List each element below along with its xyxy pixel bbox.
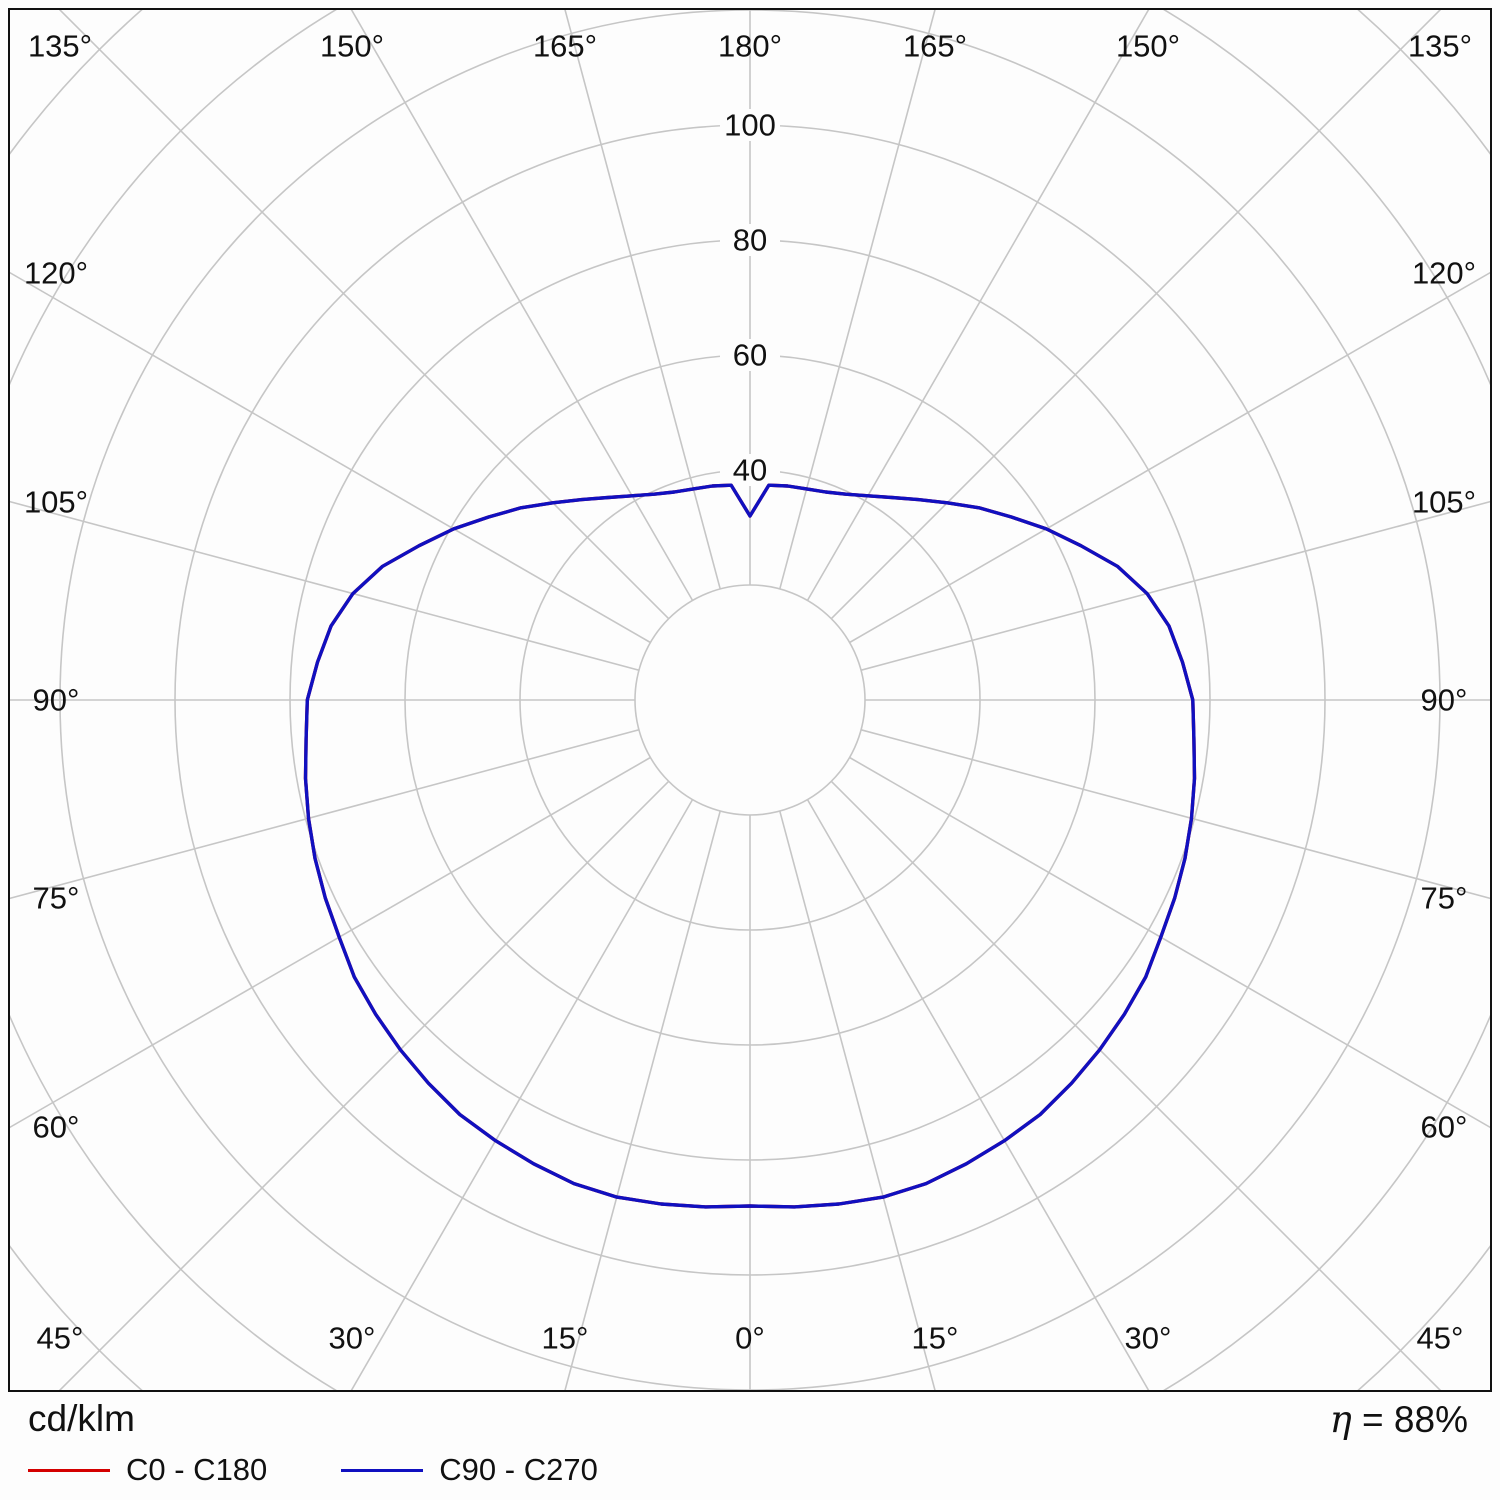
- legend-entry-c0-c180: C0 - C180: [28, 1452, 267, 1488]
- efficiency-label: η = 88%: [1330, 1398, 1468, 1441]
- grid-spoke: [779, 810, 936, 1390]
- angle-label: 15°: [542, 1321, 589, 1356]
- legend: C0 - C180 C90 - C270: [28, 1452, 672, 1488]
- grid-spoke: [350, 10, 694, 601]
- grid-spoke: [564, 810, 721, 1390]
- radial-label: 60: [733, 338, 767, 373]
- angle-label: 90°: [1421, 683, 1468, 718]
- angle-label: 165°: [903, 29, 967, 64]
- angle-label: 120°: [24, 256, 88, 291]
- grid-spoke: [830, 780, 1442, 1390]
- angle-label: 135°: [1408, 29, 1472, 64]
- angle-label: 30°: [1125, 1321, 1172, 1356]
- grid-spoke: [849, 271, 1490, 644]
- angle-label: 60°: [33, 1110, 80, 1145]
- angle-label: 90°: [33, 683, 80, 718]
- units-label-text: cd/klm: [28, 1398, 135, 1439]
- angle-label: 165°: [533, 29, 597, 64]
- grid-spoke: [350, 799, 694, 1390]
- angle-label: 15°: [912, 1321, 959, 1356]
- plot-frame: 0° 15° 15° 30° 30° 45° 45° 60° 60° 75° 75° 90° 90° 10…: [8, 8, 1492, 1392]
- legend-entry-c90-c270: C90 - C270: [341, 1452, 598, 1488]
- angle-label: 180°: [718, 29, 782, 64]
- grid-spoke: [10, 500, 640, 671]
- angle-label: 105°: [24, 485, 88, 520]
- grid-circle: [634, 584, 866, 816]
- angle-label: 75°: [33, 881, 80, 916]
- angle-label: 75°: [1421, 881, 1468, 916]
- radial-label-bg: [720, 454, 780, 486]
- grid-spoke: [564, 10, 721, 590]
- efficiency-symbol: η: [1329, 1398, 1352, 1441]
- efficiency-value: = 88%: [1362, 1399, 1468, 1440]
- grid-spoke: [58, 780, 670, 1390]
- grid-spoke: [10, 729, 640, 900]
- radial-label-bg: [720, 224, 780, 256]
- grid-spoke: [849, 756, 1490, 1129]
- grid-spoke: [806, 10, 1150, 601]
- polar-plot: 0° 15° 15° 30° 30° 45° 45° 60° 60° 75° 75° 90° 90° 10…: [10, 10, 1490, 1390]
- angle-label: 150°: [1116, 29, 1180, 64]
- radial-label-bg: [720, 339, 780, 371]
- grid-spoke: [10, 756, 651, 1129]
- angle-label: 45°: [37, 1321, 84, 1356]
- angle-label: 45°: [1417, 1321, 1464, 1356]
- legend-line-c90-c270-icon: [341, 1468, 424, 1472]
- grid-spoke: [806, 799, 1150, 1390]
- curve-c90-c270: [303, 483, 1197, 1209]
- grid-spoke: [779, 10, 936, 590]
- angle-label: 60°: [1421, 1110, 1468, 1145]
- radial-label: 80: [733, 223, 767, 258]
- angle-label: 120°: [1412, 256, 1476, 291]
- angle-label: 30°: [329, 1321, 376, 1356]
- grid-spoke: [860, 729, 1490, 900]
- angle-label: 150°: [320, 29, 384, 64]
- legend-line-c0-c180-icon: [28, 1468, 110, 1472]
- legend-label-c90-c270: C90 - C270: [439, 1452, 598, 1487]
- grid-spoke: [58, 10, 670, 620]
- radial-label: 100: [724, 108, 776, 143]
- angle-label: 0°: [735, 1321, 765, 1356]
- angle-label: 135°: [28, 29, 92, 64]
- radial-label-bg: [720, 109, 780, 141]
- radial-label: 40: [733, 453, 767, 488]
- legend-label-c0-c180: C0 - C180: [126, 1452, 268, 1487]
- angle-label: 105°: [1412, 485, 1476, 520]
- grid-spoke: [860, 500, 1490, 671]
- units-label: cd/klm: [28, 1398, 135, 1440]
- grid-spoke: [10, 271, 651, 644]
- grid-spoke: [830, 10, 1442, 620]
